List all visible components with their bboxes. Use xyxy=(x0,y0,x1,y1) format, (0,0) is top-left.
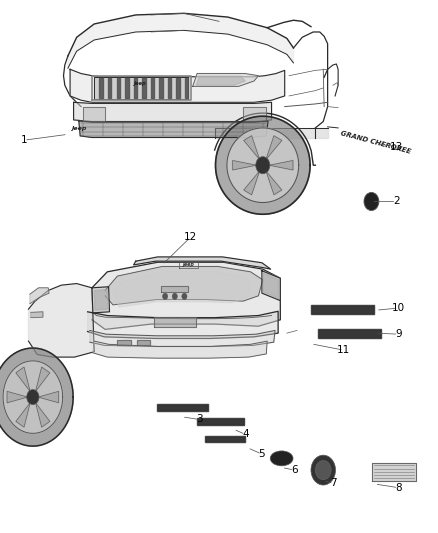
Polygon shape xyxy=(16,403,30,427)
Polygon shape xyxy=(159,78,162,98)
Polygon shape xyxy=(227,128,299,203)
Polygon shape xyxy=(151,78,154,98)
Polygon shape xyxy=(244,136,260,159)
Polygon shape xyxy=(70,69,285,102)
Polygon shape xyxy=(193,74,258,86)
Polygon shape xyxy=(176,78,180,98)
Text: Jeep: Jeep xyxy=(182,262,194,268)
Polygon shape xyxy=(90,330,275,346)
Polygon shape xyxy=(244,171,260,195)
Polygon shape xyxy=(38,391,59,403)
Text: GRAND CHEROKEE: GRAND CHEROKEE xyxy=(340,131,412,155)
Polygon shape xyxy=(7,391,28,403)
Polygon shape xyxy=(117,340,131,345)
Polygon shape xyxy=(263,273,279,298)
Text: 2: 2 xyxy=(393,197,400,206)
Polygon shape xyxy=(92,287,110,313)
Polygon shape xyxy=(311,305,374,314)
Text: 6: 6 xyxy=(291,465,298,475)
Polygon shape xyxy=(83,107,105,121)
Polygon shape xyxy=(233,160,256,170)
Circle shape xyxy=(311,455,336,485)
Polygon shape xyxy=(93,341,267,358)
Polygon shape xyxy=(114,272,251,307)
Polygon shape xyxy=(125,78,129,98)
Circle shape xyxy=(315,461,331,480)
Circle shape xyxy=(27,390,39,405)
Polygon shape xyxy=(92,262,280,329)
Text: 13: 13 xyxy=(390,142,403,151)
Text: Jeep: Jeep xyxy=(134,81,147,86)
Polygon shape xyxy=(31,312,43,318)
Polygon shape xyxy=(266,136,282,159)
Polygon shape xyxy=(134,78,137,98)
Text: 3: 3 xyxy=(196,415,203,424)
Text: 12: 12 xyxy=(184,232,197,242)
Polygon shape xyxy=(197,418,244,425)
Polygon shape xyxy=(35,403,50,427)
Polygon shape xyxy=(74,102,272,122)
Polygon shape xyxy=(142,78,145,98)
Polygon shape xyxy=(94,77,188,99)
Polygon shape xyxy=(215,116,310,214)
Polygon shape xyxy=(88,311,278,338)
Polygon shape xyxy=(157,404,208,411)
Polygon shape xyxy=(94,289,108,310)
Polygon shape xyxy=(30,288,49,304)
Polygon shape xyxy=(105,266,263,305)
Polygon shape xyxy=(372,463,416,481)
Polygon shape xyxy=(161,286,188,292)
Polygon shape xyxy=(205,436,245,442)
Ellipse shape xyxy=(270,451,293,466)
Polygon shape xyxy=(215,128,328,138)
Polygon shape xyxy=(137,340,150,345)
Polygon shape xyxy=(168,78,171,98)
Circle shape xyxy=(182,293,187,300)
Circle shape xyxy=(256,157,270,174)
Polygon shape xyxy=(262,271,280,301)
Circle shape xyxy=(162,293,168,300)
Polygon shape xyxy=(154,317,196,327)
Polygon shape xyxy=(68,13,293,68)
Polygon shape xyxy=(0,348,73,446)
Circle shape xyxy=(364,192,379,211)
Polygon shape xyxy=(117,78,120,98)
Text: Jeep: Jeep xyxy=(71,126,86,132)
Polygon shape xyxy=(318,329,381,338)
Text: 11: 11 xyxy=(337,345,350,355)
Polygon shape xyxy=(79,121,268,138)
Circle shape xyxy=(172,293,177,300)
Polygon shape xyxy=(243,107,266,121)
Text: 4: 4 xyxy=(242,430,249,439)
Polygon shape xyxy=(196,76,245,85)
Text: 1: 1 xyxy=(21,135,28,145)
Text: 9: 9 xyxy=(395,329,402,339)
Polygon shape xyxy=(185,78,188,98)
Polygon shape xyxy=(35,367,50,391)
Text: 10: 10 xyxy=(392,303,405,313)
Polygon shape xyxy=(134,257,271,269)
Polygon shape xyxy=(108,78,111,98)
Polygon shape xyxy=(28,284,94,357)
Text: 5: 5 xyxy=(258,449,265,459)
Polygon shape xyxy=(269,160,293,170)
Polygon shape xyxy=(99,78,103,98)
Polygon shape xyxy=(16,367,30,391)
Text: 8: 8 xyxy=(395,483,402,492)
Polygon shape xyxy=(3,361,63,433)
Text: 7: 7 xyxy=(330,479,337,488)
Polygon shape xyxy=(266,171,282,195)
